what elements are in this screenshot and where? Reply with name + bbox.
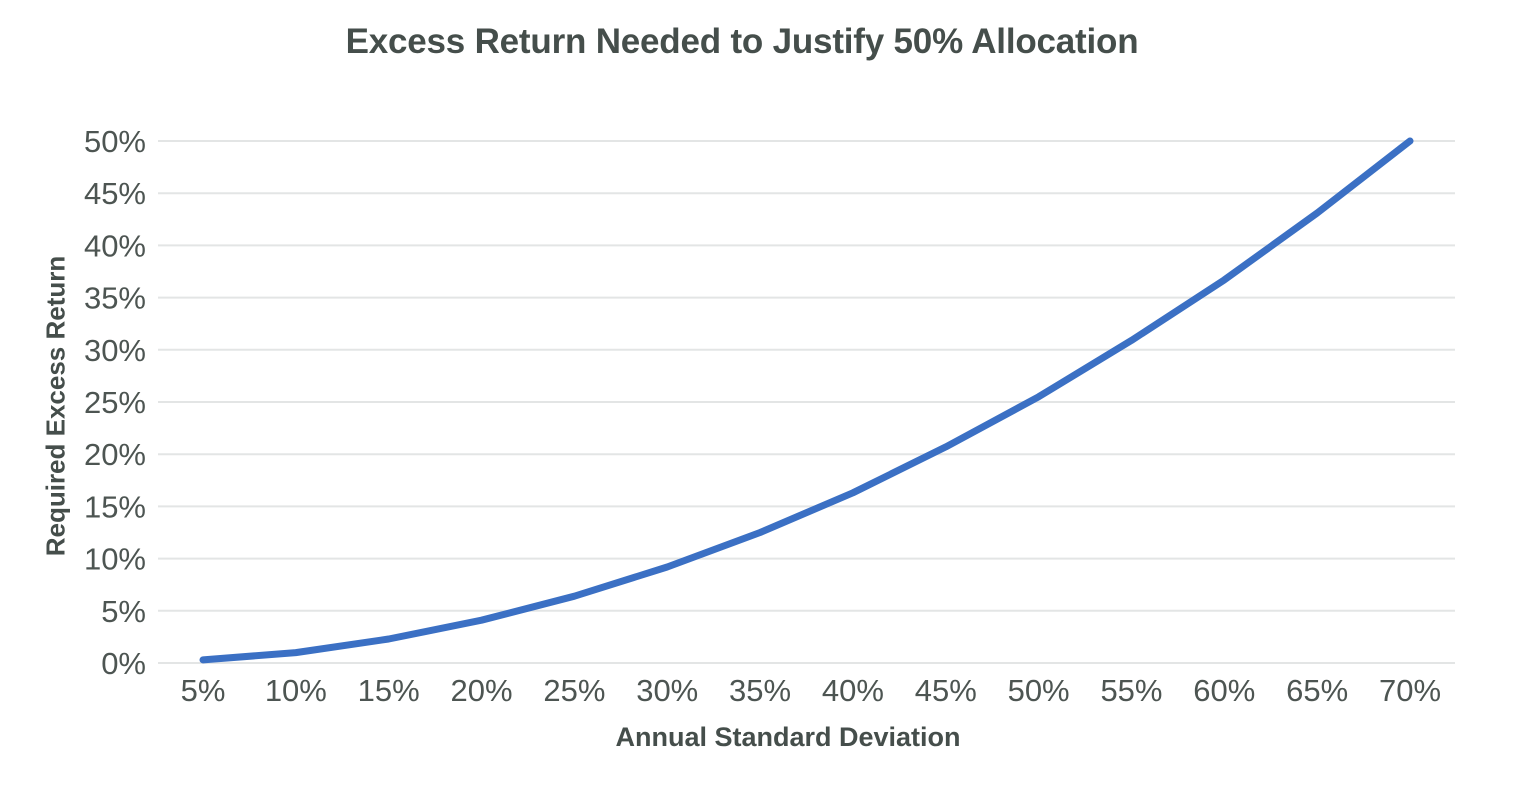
- x-tick-label: 50%: [1008, 673, 1070, 708]
- y-tick-label: 30%: [84, 333, 146, 368]
- x-tick-label: 5%: [181, 673, 226, 708]
- y-tick-label: 40%: [84, 228, 146, 263]
- x-tick-label: 25%: [543, 673, 605, 708]
- y-tick-label: 35%: [84, 281, 146, 316]
- x-tick-label: 10%: [265, 673, 327, 708]
- y-tick-label: 50%: [84, 124, 146, 159]
- y-tick-label: 45%: [84, 176, 146, 211]
- x-tick-label: 15%: [358, 673, 420, 708]
- x-tick-label: 65%: [1286, 673, 1348, 708]
- y-tick-label: 25%: [84, 385, 146, 420]
- y-tick-label: 5%: [101, 594, 146, 629]
- y-tick-label: 20%: [84, 437, 146, 472]
- y-tick-label: 10%: [84, 542, 146, 577]
- x-tick-label: 45%: [915, 673, 977, 708]
- x-tick-label: 60%: [1193, 673, 1255, 708]
- y-tick-label: 0%: [101, 646, 146, 681]
- x-tick-label: 20%: [451, 673, 513, 708]
- chart-title: Excess Return Needed to Justify 50% Allo…: [345, 22, 1139, 61]
- x-tick-label: 55%: [1100, 673, 1162, 708]
- x-tick-label: 40%: [822, 673, 884, 708]
- series-line: [199, 137, 1414, 664]
- x-tick-label: 30%: [636, 673, 698, 708]
- x-tick-label: 35%: [729, 673, 791, 708]
- x-axis-title: Annual Standard Deviation: [615, 722, 961, 752]
- y-tick-label: 15%: [84, 489, 146, 524]
- x-tick-label: 70%: [1379, 673, 1441, 708]
